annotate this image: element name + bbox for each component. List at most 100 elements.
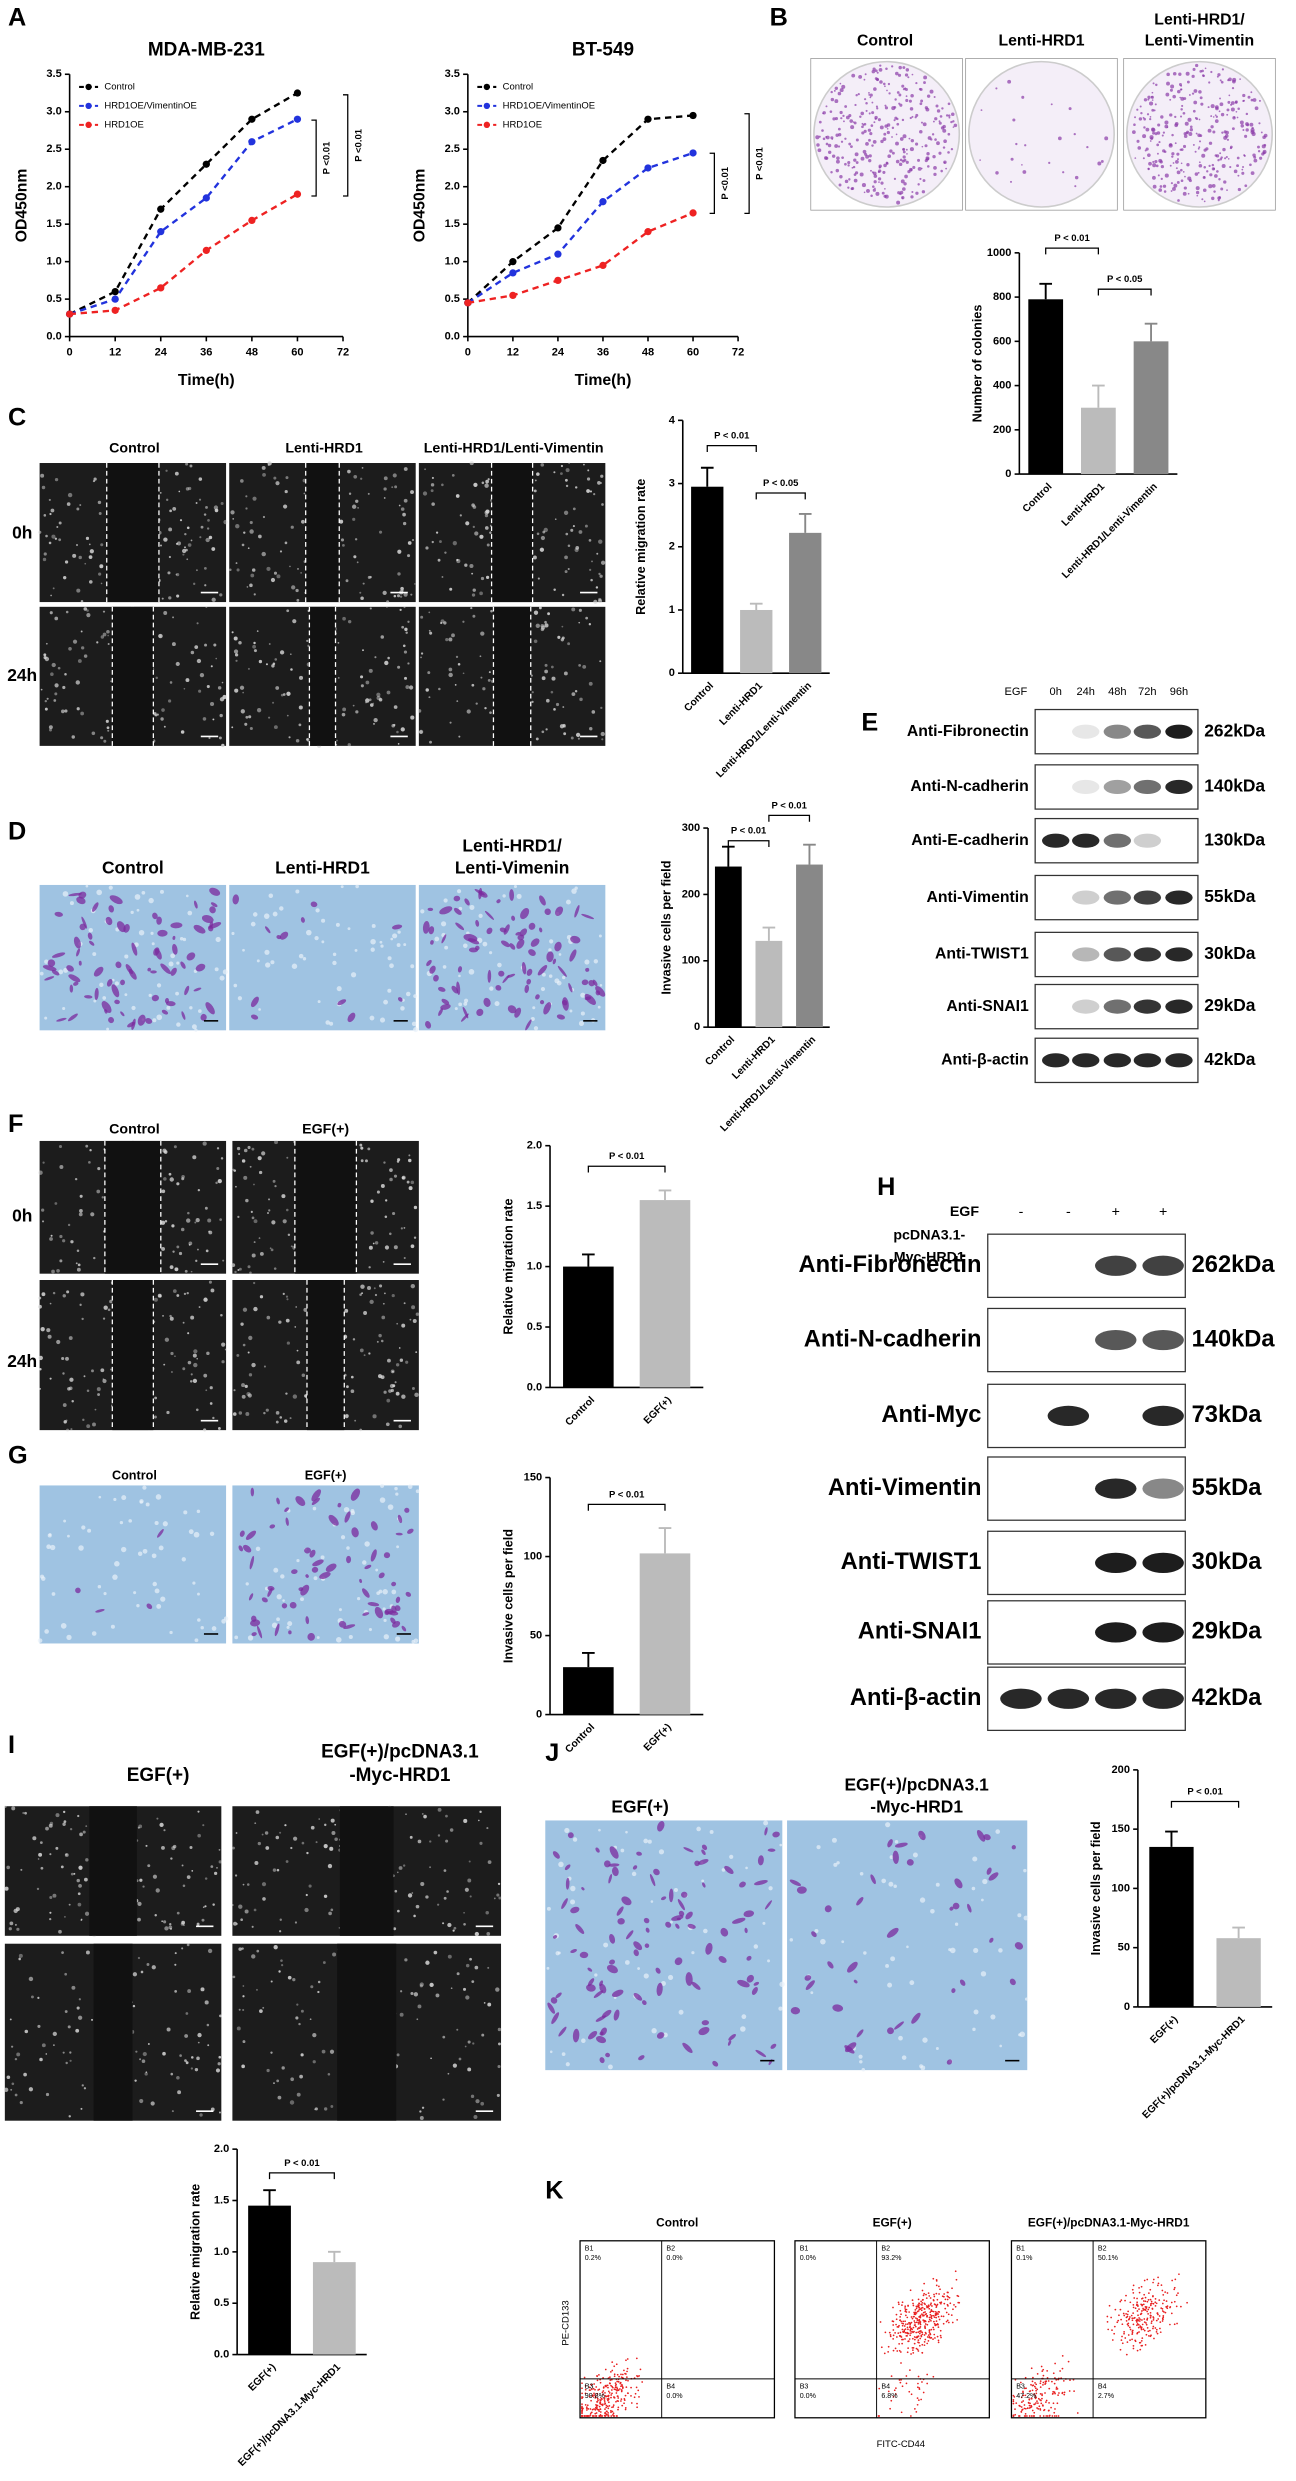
- column-header: Control: [656, 2216, 698, 2230]
- event: [955, 2306, 957, 2308]
- event: [906, 2332, 908, 2334]
- pore: [420, 909, 424, 913]
- cell: [49, 1918, 51, 1920]
- event: [910, 2332, 912, 2334]
- pore: [394, 1487, 397, 1490]
- event: [596, 2407, 598, 2409]
- cell: [560, 472, 563, 475]
- event: [1133, 2297, 1135, 2299]
- pore: [279, 906, 283, 910]
- cell: [179, 2054, 182, 2057]
- cell: [163, 1920, 166, 1923]
- cell: [463, 1923, 466, 1926]
- cell: [156, 1888, 160, 1892]
- colony: [1146, 128, 1150, 132]
- event: [938, 2340, 940, 2342]
- colony: [917, 183, 919, 185]
- event: [1164, 2291, 1166, 2293]
- cell: [481, 577, 484, 580]
- cell: [138, 1827, 140, 1829]
- pore: [999, 2045, 1002, 2048]
- event: [1131, 2339, 1133, 2341]
- cell: [69, 1378, 73, 1382]
- data-point: [464, 299, 471, 306]
- cell: [330, 2105, 333, 2108]
- cell: [245, 1909, 249, 1913]
- cell: [281, 694, 284, 697]
- cell: [52, 663, 56, 667]
- cell: [397, 1872, 399, 1874]
- y-tick-label: 0: [1005, 468, 1011, 480]
- band: [1142, 1406, 1183, 1426]
- colony: [1192, 75, 1195, 78]
- cell: [166, 1411, 169, 1414]
- cell: [160, 717, 163, 720]
- cell: [186, 678, 190, 682]
- cell: [4, 1887, 8, 1891]
- event: [914, 2309, 916, 2311]
- event: [1123, 2313, 1125, 2315]
- y-tick-label: 0.0: [46, 331, 61, 343]
- x-tick-label: 72: [337, 346, 349, 358]
- event: [1120, 2319, 1122, 2321]
- cell: [582, 665, 586, 669]
- pore: [149, 994, 152, 997]
- cell: [425, 1961, 429, 1965]
- cell: [37, 2025, 40, 2028]
- event: [1021, 2401, 1023, 2403]
- cell: [257, 708, 261, 712]
- cell: [568, 544, 571, 547]
- cell: [377, 1191, 380, 1194]
- cell: [96, 641, 98, 643]
- event: [914, 2339, 916, 2341]
- pore: [136, 1604, 139, 1607]
- colony: [1228, 158, 1230, 160]
- cell: [571, 607, 575, 611]
- cell: [211, 547, 215, 551]
- colony: [858, 75, 862, 79]
- event: [596, 2375, 598, 2377]
- cell: [222, 695, 226, 699]
- event: [1034, 2382, 1036, 2384]
- event: [923, 2295, 925, 2297]
- pore: [276, 1617, 280, 1621]
- event: [917, 2339, 919, 2341]
- event: [956, 2319, 958, 2321]
- cell: [210, 1386, 213, 1389]
- cell: [384, 661, 388, 665]
- event: [935, 2293, 937, 2295]
- colony: [943, 139, 947, 143]
- cell: [428, 696, 430, 698]
- colony: [1152, 132, 1155, 135]
- x-axis-label: Time(h): [178, 372, 235, 389]
- event: [1064, 2391, 1066, 2393]
- pore: [115, 981, 119, 985]
- cell: [198, 2042, 200, 2044]
- column-header: Control: [109, 1122, 160, 1138]
- cell: [71, 1986, 75, 1990]
- cell: [383, 1161, 385, 1163]
- event: [1045, 2382, 1047, 2384]
- annotation: P < 0.05: [763, 478, 798, 489]
- cell: [189, 464, 192, 467]
- pore: [318, 1000, 321, 1003]
- cell: [12, 2082, 15, 2085]
- antibody-label: Anti-TWIST1: [935, 946, 1029, 963]
- cell: [420, 616, 423, 619]
- cell: [186, 558, 188, 560]
- cell: [223, 520, 227, 524]
- colony: [1210, 115, 1212, 117]
- cell: [243, 2040, 246, 2043]
- cell: [361, 1159, 364, 1162]
- colony: [1169, 143, 1172, 146]
- data-point: [203, 194, 210, 201]
- event: [1159, 2315, 1161, 2317]
- data-point: [599, 262, 606, 269]
- colony: [855, 152, 859, 156]
- pore: [223, 969, 228, 974]
- cell: [410, 1319, 412, 1321]
- event: [918, 2350, 920, 2352]
- pore: [264, 913, 270, 919]
- colony: [884, 85, 886, 87]
- cell: [453, 541, 457, 545]
